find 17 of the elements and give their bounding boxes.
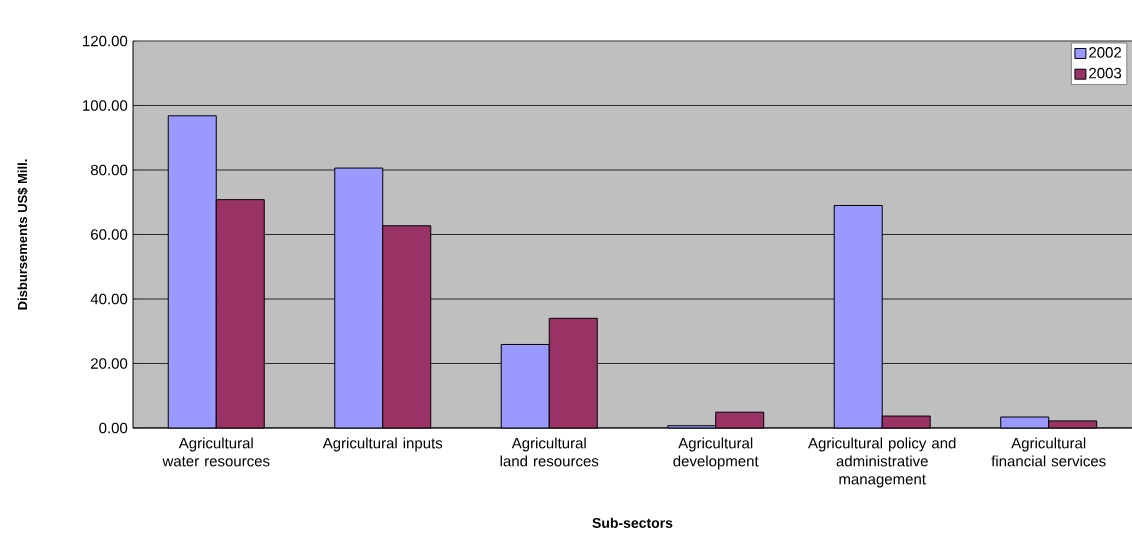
x-axis-title: Sub-sectors <box>592 517 673 528</box>
x-tick-label: Agricultural land resources <box>500 437 599 467</box>
y-tick-label: 20.00 <box>91 358 128 369</box>
x-tick-label: Agricultural water resources <box>162 437 270 467</box>
legend-label: 2002 <box>1089 47 1122 58</box>
x-tick-label: Agricultural development <box>673 437 759 470</box>
x-tick-label: Agricultural financial services <box>991 437 1106 467</box>
y-axis-title: Disbursements US$ Mill. <box>17 159 28 310</box>
y-tick-label: 0.00 <box>99 422 128 434</box>
y-tick-label: 80.00 <box>90 164 128 176</box>
legend-label: 2003 <box>1089 67 1122 79</box>
y-tick-label: 40.00 <box>90 293 128 305</box>
x-tick-label: Agricultural inputs <box>322 437 443 452</box>
y-tick-label: 120.00 <box>83 35 128 47</box>
y-tick-label: 60.00 <box>91 229 128 240</box>
x-tick-label: Agricultural policy and administrative management <box>808 437 956 488</box>
y-tick-label: 100.00 <box>83 100 128 111</box>
